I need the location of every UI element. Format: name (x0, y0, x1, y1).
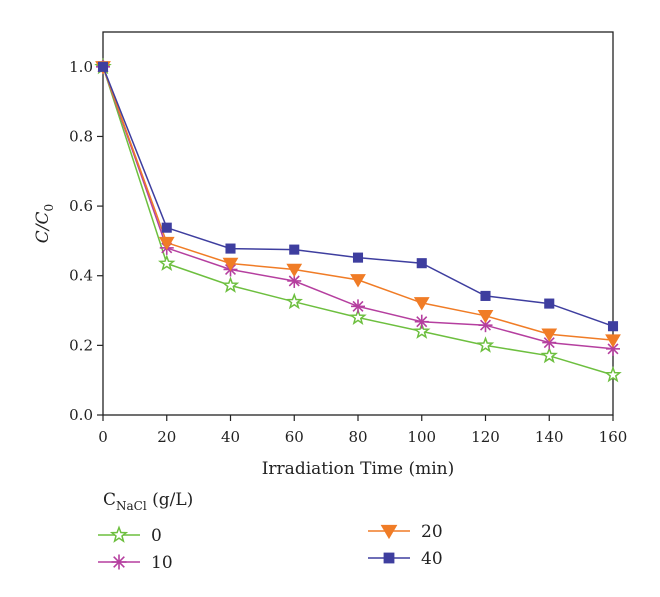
legend-item-0: 0 (98, 525, 162, 546)
y-tick-label: 0.0 (69, 406, 93, 424)
y-axis-title-main: C/C (33, 211, 53, 243)
legend-item-10: 10 (98, 553, 173, 573)
data-point-triangle (350, 274, 366, 288)
data-point-asterisk (478, 318, 493, 333)
data-point-triangle (541, 328, 558, 342)
x-tick-label: 0 (98, 428, 108, 446)
data-point-star (158, 254, 176, 271)
data-point-asterisk (111, 554, 127, 570)
legend-item-40: 40 (368, 549, 443, 569)
data-point-asterisk (351, 299, 365, 314)
data-point-square (289, 244, 300, 255)
series-line (102, 66, 614, 376)
data-point-star (540, 346, 558, 364)
series-10 (96, 59, 620, 356)
data-point-square (97, 61, 109, 72)
data-point-square (607, 321, 619, 332)
x-axis-title: Irradiation Time (min) (262, 459, 455, 479)
data-point-star (221, 276, 240, 293)
legend-title: CNaCl (g/L) (103, 490, 193, 513)
data-point-square (544, 298, 555, 309)
axes: 0 20 40 60 80 100 120 140 160 0.0 0.2 0.4 0.6 0.8 1.0 (69, 31, 628, 446)
data-point-asterisk (414, 314, 429, 329)
x-tick-label: 120 (471, 428, 500, 446)
x-tick-label: 140 (535, 428, 564, 446)
data-point-star (604, 365, 622, 383)
legend-title-unit: (g/L) (147, 490, 194, 510)
x-tick-label: 20 (157, 428, 176, 446)
data-point-star (349, 308, 367, 325)
legend-title-main: C (103, 490, 116, 510)
data-point-square (416, 258, 427, 269)
data-point-star (285, 292, 303, 310)
legend-label: 20 (421, 522, 443, 542)
data-point-triangle (222, 257, 239, 272)
data-point-triangle (413, 297, 430, 311)
y-tick-label: 0.6 (69, 197, 93, 215)
y-tick-label: 0.8 (69, 127, 93, 145)
data-point-square (352, 252, 364, 263)
x-tick-label: 60 (285, 428, 304, 446)
legend-label: 10 (151, 553, 173, 573)
x-tick-label: 40 (221, 428, 240, 446)
y-tick-label: 0.2 (69, 336, 93, 354)
data-point-triangle (380, 524, 398, 540)
plot-frame (102, 31, 614, 416)
series-layer (94, 57, 622, 383)
data-point-square (480, 290, 491, 301)
legend-label: 40 (421, 549, 443, 569)
y-tick-label: 1.0 (69, 58, 93, 76)
legend-item-20: 20 (368, 522, 443, 542)
series-20 (95, 61, 621, 348)
data-point-triangle (605, 334, 621, 348)
y-tick-label: 0.4 (69, 267, 93, 285)
x-tick-label: 100 (407, 428, 436, 446)
data-point-star (413, 322, 431, 339)
x-tick-label: 80 (348, 428, 367, 446)
data-point-triangle (286, 263, 303, 278)
series-40 (97, 61, 619, 332)
data-point-triangle (158, 236, 175, 251)
legend-title-subscript: NaCl (116, 499, 147, 513)
data-point-square (161, 222, 172, 233)
x-tick-label: 160 (599, 428, 628, 446)
y-axis-title: C/C0 (33, 204, 56, 243)
data-point-triangle (477, 310, 494, 324)
legend-label: 0 (151, 526, 162, 546)
data-point-square (383, 552, 395, 564)
legend: CNaCl (g/L) 0 10 20 40 (98, 490, 443, 573)
y-axis-title-subscript: 0 (42, 204, 56, 212)
series-0 (94, 57, 622, 383)
data-point-star (109, 525, 129, 543)
data-point-square (225, 243, 236, 254)
data-point-star (476, 336, 495, 353)
series-line (102, 66, 614, 341)
